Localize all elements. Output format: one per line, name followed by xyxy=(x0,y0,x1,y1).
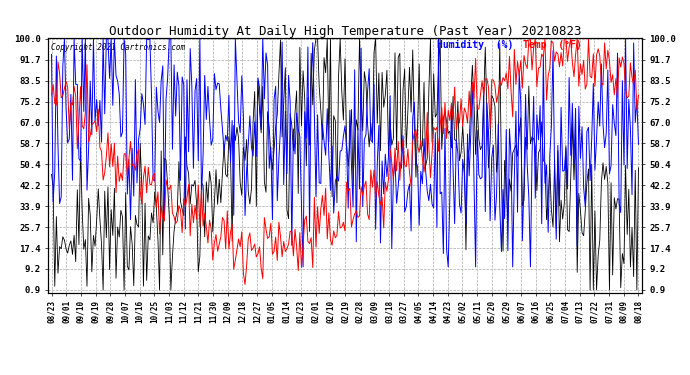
Text: Temp  (°F): Temp (°F) xyxy=(523,40,582,50)
Text: Copyright 2021 Cartronics.com: Copyright 2021 Cartronics.com xyxy=(51,43,186,52)
Title: Outdoor Humidity At Daily High Temperature (Past Year) 20210823: Outdoor Humidity At Daily High Temperatu… xyxy=(109,24,581,38)
Text: Humidity  (%): Humidity (%) xyxy=(437,40,513,50)
